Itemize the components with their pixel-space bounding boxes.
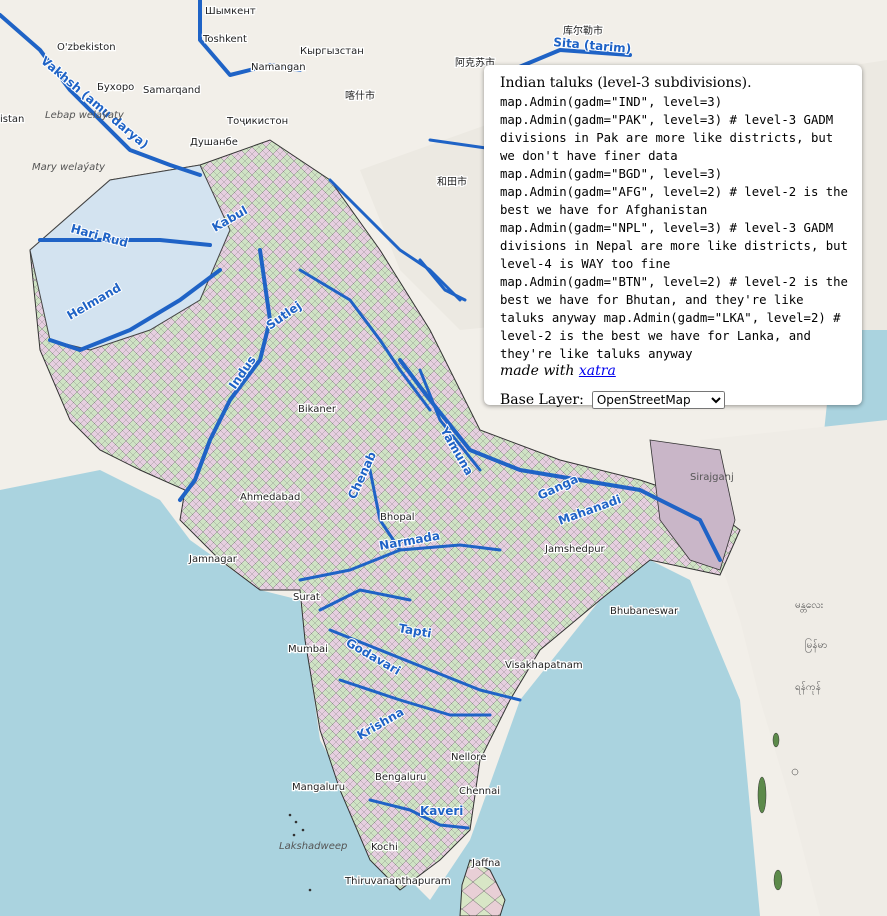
place-label: Surat: [293, 592, 320, 603]
made-with-prefix: made with: [500, 363, 575, 379]
place-label: Ahmedabad: [240, 492, 300, 503]
place-label: Mangaluru: [292, 782, 345, 793]
place-label: မန္တလေး: [795, 600, 824, 613]
subcontinent-taluks: [29, 139, 741, 891]
base-layer-row: Base Layer: OpenStreetMap: [500, 391, 854, 409]
place-label: Kochi: [371, 842, 398, 853]
andaman-islands: [757, 732, 799, 891]
place-label: Jaffna: [471, 858, 500, 869]
place-label: Bengaluru: [375, 772, 426, 783]
place-label: Jamnagar: [188, 554, 238, 565]
place-label: Chennai: [459, 786, 500, 797]
panel-code: map.Admin(gadm="IND", level=3) map.Admin…: [500, 95, 848, 361]
info-panel: Indian taluks (level-3 subdivisions). ma…: [484, 65, 862, 409]
place-label: Visakhapatnam: [505, 660, 583, 671]
place-label: Тоҷикистон: [226, 116, 288, 127]
place-labels: Toshkent Шымкент O'zbekiston Namangan Кы…: [0, 5, 827, 889]
place-label: Nellore: [451, 752, 486, 763]
panel-title: Indian taluks (level-3 subdivisions).: [500, 75, 752, 91]
place-label: Samarqand: [143, 85, 200, 96]
place-label: Шымкент: [205, 6, 256, 17]
place-label: Bhopal: [380, 512, 415, 523]
place-label: Lebap welaýaty: [45, 109, 125, 121]
place-label: Mary welaýaty: [32, 161, 106, 173]
place-label: 和田市: [437, 175, 467, 188]
place-label: Mumbai: [288, 644, 328, 655]
place-label: Bikaner: [298, 404, 337, 415]
place-label: istan: [0, 114, 24, 125]
river-label: Tapti: [397, 621, 432, 641]
place-label: Душанбе: [190, 137, 238, 148]
place-label: O'zbekiston: [57, 42, 116, 53]
place-label: Namangan: [251, 62, 306, 73]
place-label: 喀什市: [345, 89, 375, 102]
place-label: မြန်မာ: [805, 637, 827, 653]
base-layer-label: Base Layer:: [500, 392, 584, 408]
place-label: ရန်ကုန်: [795, 680, 821, 695]
place-label: Toshkent: [202, 34, 247, 45]
place-label: Sirajganj: [690, 472, 734, 483]
xatra-link[interactable]: xatra: [578, 363, 616, 379]
place-label: Буxоро: [97, 82, 134, 93]
place-label: Thiruvananthapuram: [344, 876, 451, 887]
place-label: Jamshedpur: [544, 544, 606, 555]
bangladesh: [649, 439, 736, 571]
made-with-line: made with xatra: [500, 363, 854, 379]
land-east: [700, 420, 887, 916]
base-layer-select[interactable]: OpenStreetMap: [591, 391, 725, 409]
sri-lanka: [459, 859, 506, 916]
river-label: Kaveri: [420, 804, 463, 818]
place-label: Кыргызстан: [300, 46, 364, 57]
place-label: Bhubaneswar: [610, 606, 679, 617]
place-label: Lakshadweep: [279, 841, 347, 852]
place-label: 库尔勒市: [563, 24, 603, 37]
lakshadweep-islands: [288, 813, 312, 892]
